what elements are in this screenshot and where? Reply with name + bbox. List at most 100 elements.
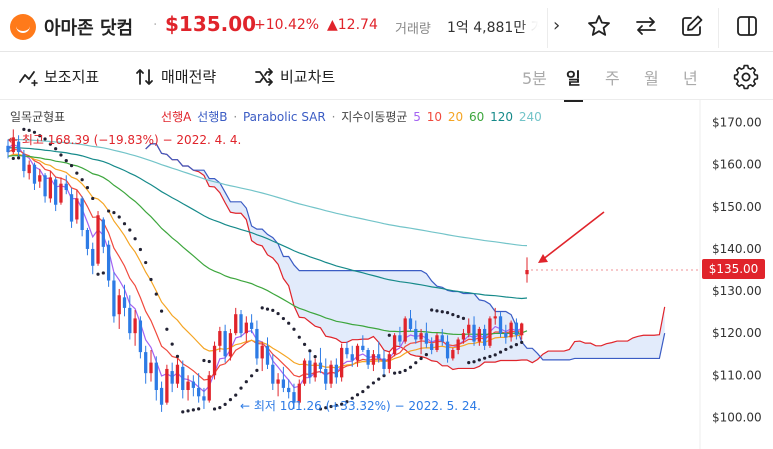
candle-body [313,362,317,378]
candle-body [461,333,466,340]
candle-body [318,362,323,369]
candle [504,324,508,344]
sar-dot [64,159,68,163]
y-tick-label: $160.00 [712,158,762,172]
star-icon[interactable] [586,13,612,39]
candle-body [207,375,211,401]
sar-dot [451,313,455,317]
sar-dot [212,407,217,411]
sar-dot [159,309,164,313]
sar-dot [244,380,248,384]
span-b-line [145,143,666,361]
period-week[interactable]: 주 [605,69,620,88]
candle-body [488,318,492,346]
compare-label: 비교차트 [280,68,336,86]
stock-header: 아마존 닷컴 · $135.00 +10.42% ▲12.74 거래량 1억 4… [0,0,773,52]
candle-body [175,364,180,384]
candle-body [430,343,434,350]
candle-body [96,215,100,264]
candle [75,190,79,224]
candle-body [387,354,391,369]
indicator-legend[interactable]: 일목균형표 선행A 선행B · Parabolic SAR · 지수이동평균 5… [10,108,544,125]
candle [218,326,222,353]
candle [324,358,328,390]
strategy-arrows-icon [136,68,153,85]
sar-dot [483,356,487,360]
candle [281,366,286,393]
candle [80,196,84,237]
ema-60-line [7,154,528,336]
price-chart[interactable]: $170.00 $160.00 $150.00 $140.00 $130.00 $120.… [0,100,773,449]
sar-dot [313,355,317,359]
candle [287,379,291,399]
candle [355,343,360,367]
edit-icon[interactable] [679,13,705,39]
chart-toolbar: 보조지표 매매전략 비교차트 5분 일 주 월 년 [0,52,773,102]
sar-dot [186,409,190,413]
sar-dot [144,260,148,265]
price-axis: $170.00 $160.00 $150.00 $140.00 $130.00 $120.… [531,116,762,424]
candle-body [117,295,121,315]
compare-chart-button[interactable]: 비교차트 [254,66,335,87]
candle [408,310,413,332]
candle-body [445,341,450,359]
period-5min[interactable]: 5분 [522,69,547,88]
candle [292,383,296,409]
sidebar-icon[interactable] [734,13,760,39]
sar-dot [456,314,460,319]
sar-dot [265,307,270,311]
sar-dot [445,310,450,315]
sar-dot [170,342,174,346]
sar-dot [382,374,386,378]
candle [509,320,513,342]
sar-dot [128,228,132,232]
candle [138,316,143,359]
candle-body [212,345,217,376]
candle [514,318,519,340]
strategy-button[interactable]: 매매전략 [135,66,216,87]
sar-dot [350,396,354,400]
candle [106,240,111,287]
candle [260,341,264,372]
sar-dot [181,410,185,414]
candle-body [80,198,84,230]
indicators-button[interactable]: 보조지표 [18,66,99,87]
sar-dot [302,342,307,346]
candle [392,333,397,357]
candle-body [340,347,344,378]
candle [493,307,497,325]
sar-dot [250,374,254,378]
sar-dot [154,292,158,296]
candle [451,347,455,361]
candle-body [424,333,429,344]
legend-sep-2: · [331,110,336,124]
red-arrow-head [538,254,548,263]
period-year[interactable]: 년 [683,69,698,88]
candle [191,375,195,397]
sar-dot [377,377,381,381]
strategy-label: 매매전략 [161,68,217,86]
candle [308,352,312,384]
sar-dot [138,247,142,252]
amazon-logo [10,14,36,40]
candle [297,379,301,405]
compare-arrows-icon[interactable] [633,13,659,39]
chevron-right-icon[interactable]: › [553,15,561,36]
candle-body [482,328,487,346]
candle [101,217,105,254]
y-tick-label: $150.00 [712,200,762,214]
candle [387,352,391,374]
candle [54,177,58,212]
period-month[interactable]: 월 [644,69,659,88]
sar-dot [112,210,116,215]
candle-body [287,387,291,393]
period-day[interactable]: 일 [564,65,583,102]
candle [302,358,307,386]
candle [117,288,121,329]
sar-dot [38,134,42,138]
candle-body [403,318,407,342]
gear-icon[interactable] [733,64,759,90]
legend-span-a: 선행A [161,110,192,124]
candle-body [128,307,132,334]
candle [318,347,323,374]
